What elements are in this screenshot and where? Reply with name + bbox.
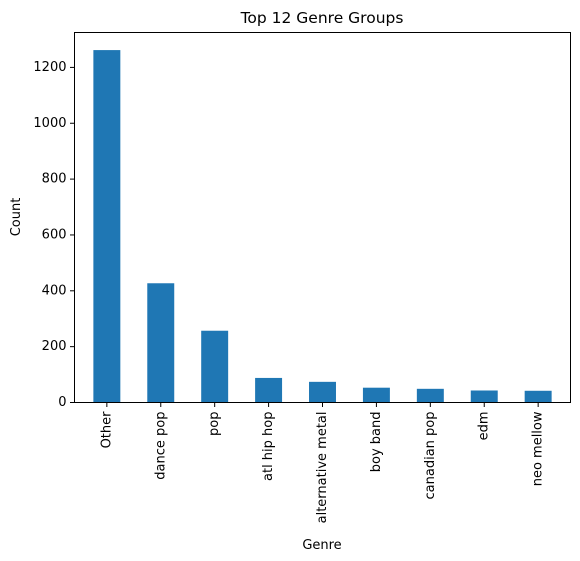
bar bbox=[416, 388, 444, 403]
bars bbox=[93, 50, 552, 403]
x-tick-label: pop bbox=[207, 412, 222, 436]
y-tick-label: 800 bbox=[42, 172, 67, 187]
x-tick-label: boy band bbox=[369, 412, 384, 473]
plot-area bbox=[74, 32, 571, 403]
y-tick-label: 200 bbox=[42, 339, 67, 354]
x-tick-label: canadian pop bbox=[423, 412, 438, 500]
y-tick-label: 0 bbox=[58, 395, 66, 410]
x-axis: Other dance pop pop atl hip hop alternative … bbox=[99, 402, 546, 524]
x-axis-label: Genre bbox=[302, 538, 341, 553]
bar bbox=[309, 381, 336, 403]
x-tick-label: alternative metal bbox=[315, 412, 330, 524]
x-tick-label: dance pop bbox=[153, 412, 168, 480]
y-tick-label: 1000 bbox=[33, 116, 66, 131]
bar bbox=[147, 283, 175, 403]
bar bbox=[524, 390, 552, 403]
y-axis: 0 200 400 600 800 1000 1200 bbox=[33, 60, 75, 410]
y-tick-label: 400 bbox=[42, 283, 67, 298]
bar bbox=[201, 330, 229, 403]
bar bbox=[255, 377, 283, 403]
x-tick-label: Other bbox=[99, 411, 114, 449]
bar bbox=[362, 387, 390, 403]
y-tick-label: 600 bbox=[42, 227, 67, 242]
bar bbox=[470, 390, 498, 403]
bar bbox=[93, 50, 121, 403]
x-tick-label: edm bbox=[477, 412, 492, 441]
x-tick-label: neo mellow bbox=[531, 411, 546, 486]
y-axis-label: Count bbox=[9, 198, 24, 237]
x-tick-label: atl hip hop bbox=[261, 412, 276, 482]
chart-title: Top 12 Genre Groups bbox=[240, 9, 404, 27]
y-tick-label: 1200 bbox=[33, 60, 66, 75]
